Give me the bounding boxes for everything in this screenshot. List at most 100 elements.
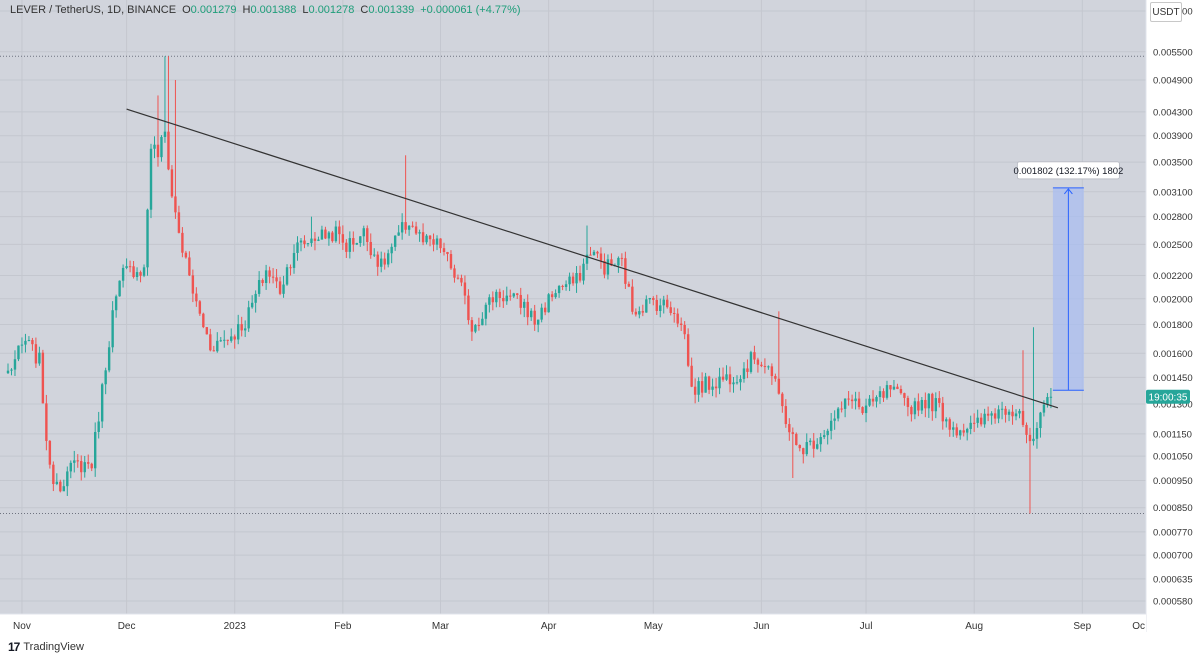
candle-body	[749, 352, 753, 372]
y-tick-label: 0.000700	[1153, 551, 1193, 562]
candle-body	[763, 366, 767, 368]
candle-body	[369, 241, 372, 256]
candle-body	[132, 266, 135, 278]
candle-body	[809, 440, 812, 443]
candle-body	[617, 257, 620, 266]
y-tick-label: 0.002500	[1153, 240, 1193, 251]
candle-body	[292, 252, 296, 268]
candle-body	[167, 131, 170, 170]
candle-body	[641, 311, 645, 313]
candle-body	[966, 428, 969, 433]
candle-body	[652, 297, 655, 300]
candle-body	[488, 297, 491, 305]
measure-tool[interactable]: 0.001802 (132.17%) 1802	[1013, 161, 1123, 391]
candle-body	[264, 270, 268, 284]
candle-body	[243, 328, 247, 331]
candle-body	[118, 280, 121, 297]
candle-body	[662, 299, 665, 306]
candle-body	[177, 212, 181, 233]
candle-body	[509, 295, 512, 297]
candle-body	[425, 235, 428, 243]
high-value: 0.001388	[250, 4, 297, 16]
candle-body	[917, 401, 920, 411]
symbol-title[interactable]: LEVER / TetherUS, 1D, BINANCE	[10, 4, 177, 16]
candle-body	[1014, 413, 1018, 417]
candle-body	[788, 424, 791, 433]
candle-body	[819, 437, 822, 445]
candle-body	[125, 266, 128, 268]
candle-body	[142, 267, 146, 276]
candle-body	[896, 386, 899, 390]
candle-body	[533, 310, 536, 325]
measure-label: 0.001802 (132.17%) 1802	[1013, 166, 1123, 177]
y-tick-label: 0.001050	[1153, 452, 1193, 463]
candle-body	[812, 440, 815, 449]
candle-body	[540, 307, 543, 320]
candle-body	[906, 397, 910, 407]
candle-body	[261, 280, 264, 284]
candle-body	[700, 381, 704, 393]
candle-body	[634, 311, 638, 315]
candle-body	[299, 240, 303, 243]
candle-body	[456, 277, 460, 279]
candle-body	[603, 260, 606, 275]
candle-body	[114, 296, 118, 311]
x-tick-label: May	[644, 621, 663, 632]
candle-body	[320, 229, 324, 240]
candle-body	[596, 251, 599, 254]
candle-body	[739, 378, 742, 383]
candle-body	[1049, 396, 1053, 398]
candle-body	[791, 432, 794, 434]
candle-body	[237, 324, 240, 340]
candle-body	[690, 365, 693, 387]
candle-body	[795, 433, 798, 445]
candle-body	[38, 352, 41, 364]
candle-body	[296, 242, 299, 253]
candle-body	[477, 325, 481, 327]
candle-body	[362, 228, 365, 237]
candle-body	[1004, 408, 1007, 415]
candle-body	[289, 267, 292, 269]
candle-body	[571, 276, 575, 284]
currency-badge[interactable]: USDT	[1150, 2, 1182, 22]
candle-body	[55, 481, 59, 485]
y-tick-label: 0.004900	[1153, 76, 1193, 87]
candle-body	[250, 302, 254, 308]
time-axis[interactable]: Nov Dec 2023 Feb Mar Apr May Jun Jul Aug Sep Oc	[13, 621, 1145, 632]
candle-body	[697, 381, 700, 395]
candle-body	[659, 305, 662, 311]
time-axis-background	[0, 614, 1146, 638]
candle-body	[428, 235, 432, 240]
candle-body	[624, 258, 627, 284]
candle-body	[303, 240, 306, 245]
y-tick-label: 0.003900	[1153, 131, 1193, 142]
candle-body	[275, 277, 278, 282]
candle-body	[397, 232, 400, 236]
candle-body	[802, 448, 805, 455]
candle-body	[777, 378, 781, 394]
candle-body	[829, 420, 833, 431]
candle-body	[181, 232, 184, 253]
candle-body	[254, 293, 257, 303]
candle-body	[400, 222, 404, 233]
candle-body	[847, 398, 850, 400]
candle-body	[31, 340, 34, 345]
y-tick-label: 0.000850	[1153, 503, 1193, 514]
candle-body	[767, 366, 770, 368]
trendline[interactable]	[126, 108, 1059, 409]
candle-body	[442, 248, 446, 252]
candle-body	[184, 252, 188, 258]
candle-body	[718, 376, 721, 389]
candle-body	[986, 413, 990, 416]
candle-body	[938, 398, 941, 403]
candle-body	[247, 307, 250, 329]
candle-body	[411, 225, 414, 227]
low-label: L	[302, 4, 309, 16]
candle-body	[557, 285, 561, 294]
y-tick-label: 0.000635	[1153, 574, 1193, 585]
y-tick-label: 0.003100	[1153, 187, 1193, 198]
candle-body	[373, 254, 376, 256]
x-tick-label: Feb	[334, 621, 352, 632]
candle-body	[945, 419, 948, 422]
